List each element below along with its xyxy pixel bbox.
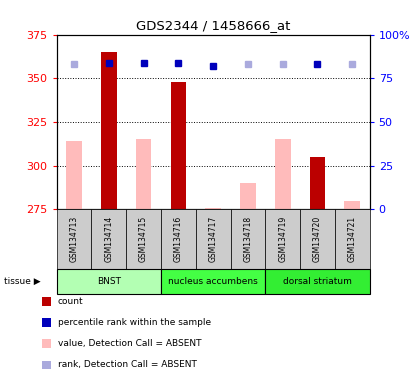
Bar	[101, 52, 117, 209]
Text: GSM134714: GSM134714	[104, 216, 113, 262]
Text: tissue ▶: tissue ▶	[4, 277, 41, 286]
Text: GSM134720: GSM134720	[313, 216, 322, 262]
Text: GSM134715: GSM134715	[139, 216, 148, 262]
Text: BNST: BNST	[97, 277, 121, 286]
Text: rank, Detection Call = ABSENT: rank, Detection Call = ABSENT	[58, 360, 197, 369]
Bar	[310, 157, 325, 209]
Bar	[136, 139, 152, 209]
Text: GSM134721: GSM134721	[348, 216, 357, 262]
Text: GSM134718: GSM134718	[244, 216, 252, 262]
Text: GSM134719: GSM134719	[278, 216, 287, 262]
Text: nucleus accumbens: nucleus accumbens	[168, 277, 258, 286]
Text: count: count	[58, 297, 83, 306]
Bar	[344, 200, 360, 209]
Text: percentile rank within the sample: percentile rank within the sample	[58, 318, 211, 327]
Text: GSM134713: GSM134713	[70, 216, 79, 262]
Text: GSM134716: GSM134716	[174, 216, 183, 262]
Text: dorsal striatum: dorsal striatum	[283, 277, 352, 286]
Bar	[171, 82, 186, 209]
Bar	[66, 141, 82, 209]
Bar	[205, 207, 221, 209]
Text: value, Detection Call = ABSENT: value, Detection Call = ABSENT	[58, 339, 201, 348]
Title: GDS2344 / 1458666_at: GDS2344 / 1458666_at	[136, 19, 290, 32]
Bar	[275, 139, 291, 209]
Text: GSM134717: GSM134717	[209, 216, 218, 262]
Bar	[240, 183, 256, 209]
